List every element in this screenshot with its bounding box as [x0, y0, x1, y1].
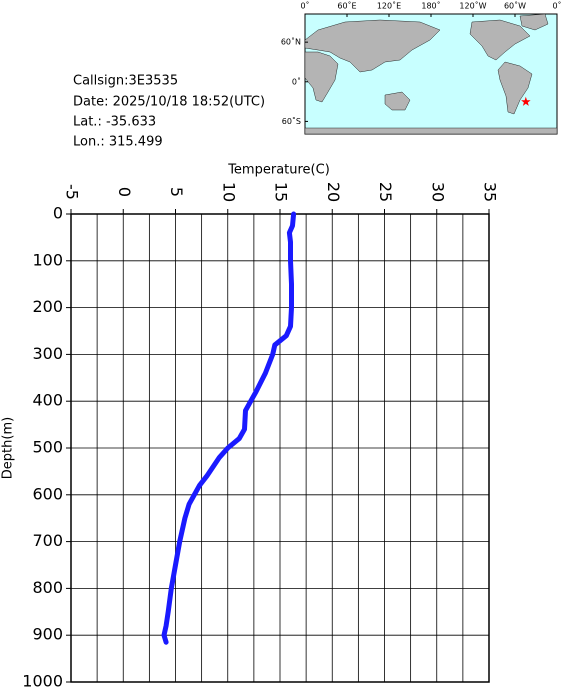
y-tick-label: 100 — [32, 250, 63, 269]
info-callsign: Callsign:3E3535 — [73, 74, 178, 89]
info-lon: Lon.: 315.499 — [73, 135, 163, 150]
x-tick-label: 10 — [219, 182, 238, 202]
x-tick-label: 35 — [481, 182, 500, 202]
y-tick-label: 900 — [32, 625, 63, 644]
x-tick-label: 5 — [167, 187, 186, 197]
map-x-label: 120˚W — [459, 1, 486, 11]
y-tick-label: 300 — [32, 344, 63, 363]
y-tick-label: 200 — [32, 297, 63, 316]
map-x-label: 60˚E — [337, 1, 356, 11]
y-tick-label: 500 — [32, 438, 63, 457]
x-tick-label: 30 — [428, 182, 447, 202]
info-date: Date: 2025/10/18 18:52(UTC) — [73, 95, 265, 110]
y-tick-label: 600 — [32, 484, 63, 503]
temperature-profile — [161, 211, 297, 645]
y-tick-label: 400 — [32, 391, 63, 410]
map — [304, 13, 558, 135]
x-tick-label: -5 — [63, 184, 82, 200]
map-x-label: 0˚ — [552, 1, 561, 11]
x-tick-label: 20 — [324, 182, 343, 202]
x-tick-label: 0 — [115, 187, 134, 197]
y-axis-title: Depth(m) — [1, 417, 16, 479]
y-tick-label: 0 — [53, 204, 63, 223]
map-x-label: 0˚ — [300, 1, 309, 11]
y-tick-label: 700 — [32, 531, 63, 550]
map-y-label: 0˚ — [292, 76, 301, 86]
x-tick-label: 25 — [376, 182, 395, 202]
x-axis-title: Temperature(C) — [227, 163, 330, 178]
y-tick-label: 1000 — [22, 672, 63, 690]
map-y-label: 60˚N — [281, 37, 301, 47]
info-lat: Lat.: -35.633 — [73, 115, 156, 130]
y-tick-label: 800 — [32, 578, 63, 597]
map-y-label: 60˚S — [282, 116, 301, 126]
map-land — [304, 13, 558, 135]
x-tick-label: 15 — [272, 182, 291, 202]
map-x-label: 180˚ — [421, 1, 440, 11]
plot-frame — [70, 213, 490, 683]
location-marker — [521, 96, 531, 106]
map-x-label: 60˚W — [504, 1, 526, 11]
map-x-label: 120˚E — [377, 1, 401, 11]
